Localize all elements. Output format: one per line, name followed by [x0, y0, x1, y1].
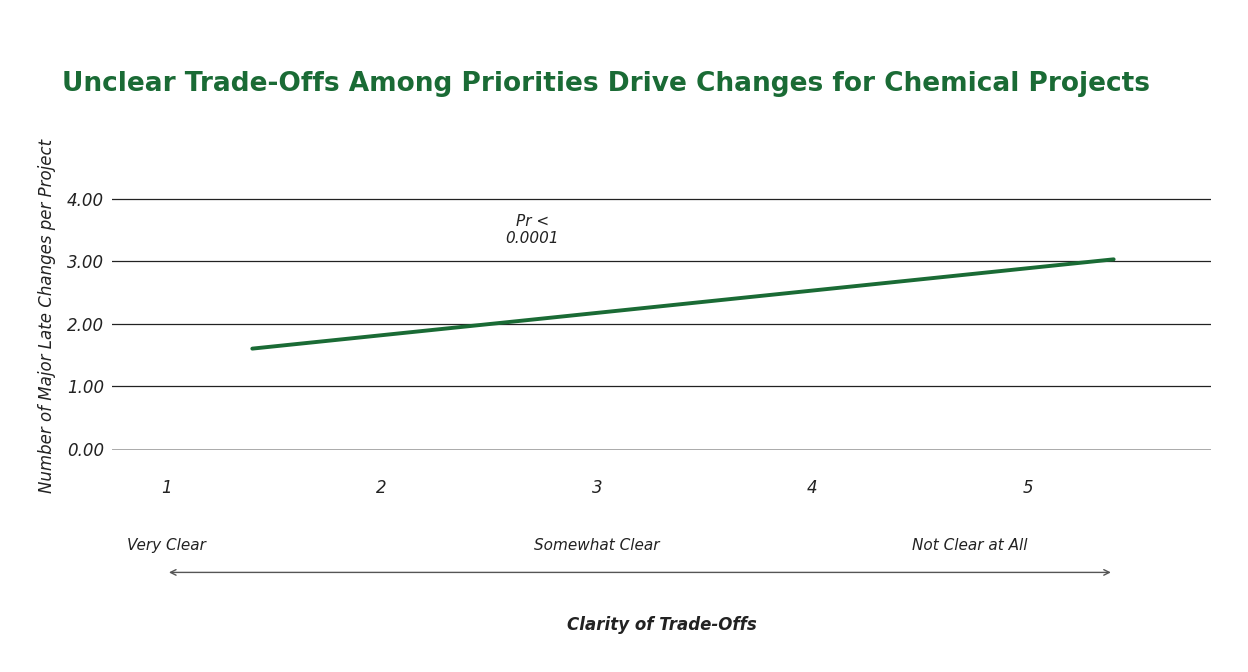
Text: Pr <
0.0001: Pr < 0.0001 [505, 214, 559, 246]
Text: Somewhat Clear: Somewhat Clear [534, 538, 660, 554]
Text: IPA: IPA [1139, 54, 1184, 78]
Text: Clarity of Trade-Offs: Clarity of Trade-Offs [567, 616, 756, 634]
Text: Unclear Trade-Offs Among Priorities Drive Changes for Chemical Projects: Unclear Trade-Offs Among Priorities Driv… [62, 71, 1151, 97]
Y-axis label: Number of Major Late Changes per Project: Number of Major Late Changes per Project [37, 139, 56, 493]
Text: Very Clear: Very Clear [127, 538, 206, 554]
Text: Not Clear at All: Not Clear at All [912, 538, 1027, 554]
